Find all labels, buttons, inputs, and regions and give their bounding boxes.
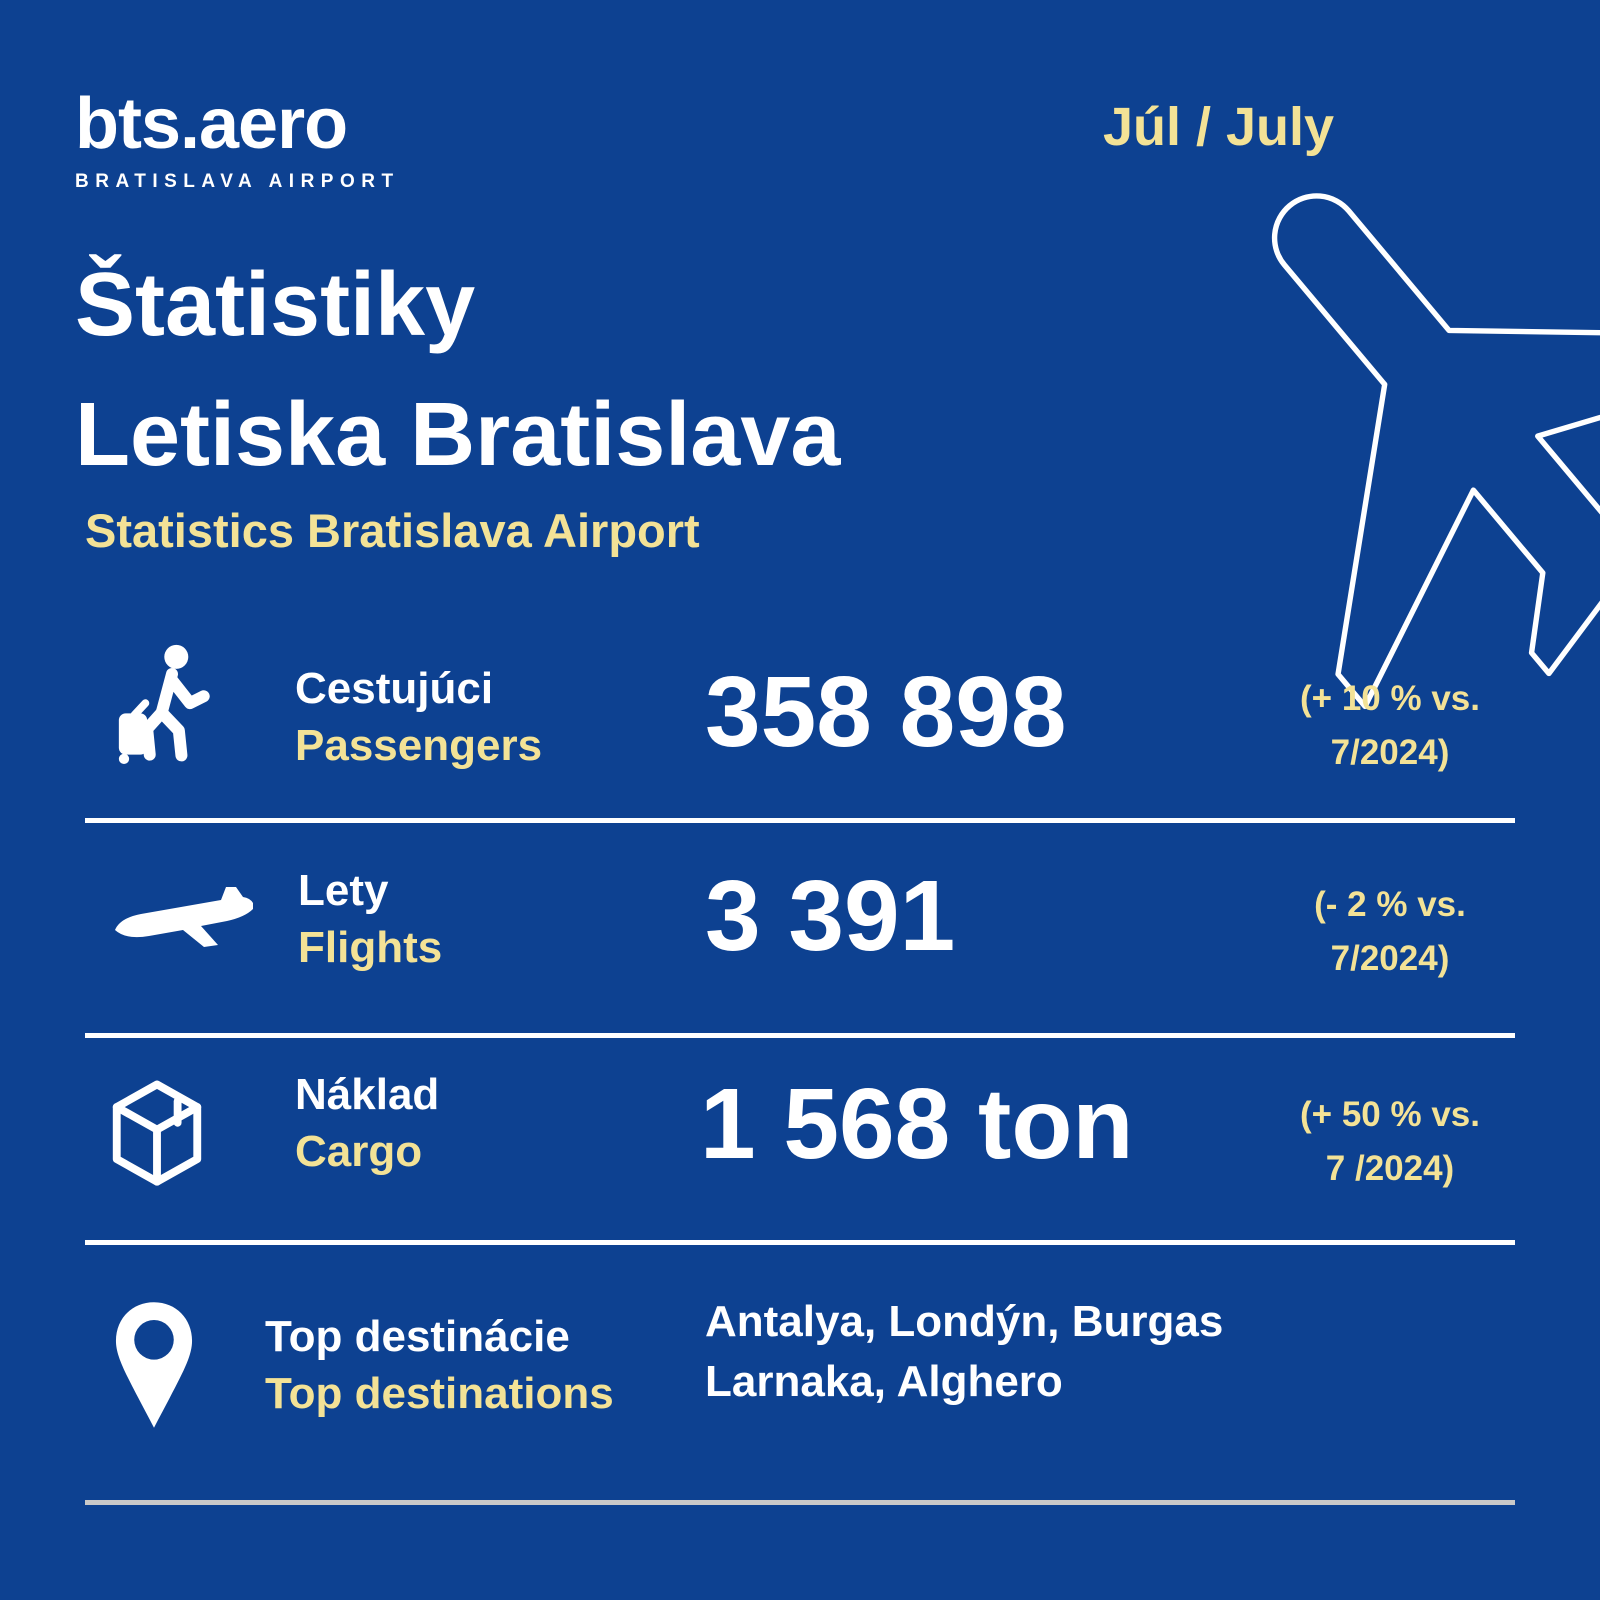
- airplane-outline-icon: [1271, 193, 1600, 710]
- cargo-delta-line1: (+ 50 % vs.: [1300, 1095, 1480, 1134]
- passengers-delta: (+ 10 % vs. 7/2024): [1280, 672, 1500, 780]
- cargo-value: 1 568 ton: [700, 1068, 1134, 1180]
- label-passengers-sk: Cestujúci: [295, 664, 494, 713]
- passengers-delta-line2: 7/2024): [1330, 733, 1450, 772]
- cargo-delta-line2: 7 /2024): [1325, 1149, 1455, 1188]
- label-cargo-en: Cargo: [295, 1127, 423, 1176]
- divider: [85, 1033, 1515, 1038]
- airplane-outline-decoration: [1017, 0, 1600, 808]
- page-subtitle: Statistics Bratislava Airport: [85, 504, 700, 557]
- flights-value: 3 391: [705, 860, 956, 972]
- plane-icon: [105, 882, 260, 982]
- divider-bottom: [85, 1500, 1515, 1505]
- passengers-delta-line1: (+ 10 % vs.: [1300, 679, 1480, 718]
- logo-text: bts.aero: [75, 84, 348, 164]
- flights-delta-line1: (- 2 % vs.: [1314, 885, 1466, 924]
- destinations-line2: Larnaka, Alghero: [705, 1357, 1063, 1406]
- stat-row-flights: Lety Flights: [298, 862, 442, 976]
- stat-row-destinations: Top destinácie Top destinations: [265, 1308, 614, 1422]
- cargo-delta: (+ 50 % vs. 7 /2024): [1280, 1088, 1500, 1196]
- label-destinations-sk: Top destinácie: [265, 1312, 570, 1361]
- stat-row-passengers: Cestujúci Passengers: [295, 660, 542, 774]
- passenger-icon: [100, 623, 220, 773]
- divider: [85, 818, 1515, 823]
- label-flights-en: Flights: [298, 923, 443, 972]
- label-cargo-sk: Náklad: [295, 1070, 440, 1119]
- logo: bts.aero BRATISLAVA AIRPORT: [75, 88, 400, 193]
- destinations-line1: Antalya, Londýn, Burgas: [705, 1297, 1224, 1346]
- month-label: Júl / July: [1103, 97, 1335, 157]
- label-destinations-en: Top destinations: [265, 1369, 614, 1418]
- location-pin-icon: [112, 1298, 196, 1434]
- flights-delta-line2: 7/2024): [1330, 939, 1450, 978]
- title-line-1: Štatistiky: [75, 255, 476, 355]
- logo-subtitle: BRATISLAVA AIRPORT: [75, 171, 400, 192]
- flights-delta: (- 2 % vs. 7/2024): [1280, 878, 1500, 986]
- destinations-value: Antalya, Londýn, Burgas Larnaka, Alghero: [705, 1292, 1223, 1412]
- cargo-box-icon: [103, 1072, 211, 1202]
- title-line-2: Letiska Bratislava: [75, 385, 841, 485]
- page-title: Štatistiky Letiska Bratislava: [75, 240, 840, 500]
- passengers-value: 358 898: [705, 656, 1067, 768]
- label-flights-sk: Lety: [298, 866, 389, 915]
- stat-row-cargo: Náklad Cargo: [295, 1066, 439, 1180]
- divider: [85, 1240, 1515, 1245]
- label-passengers-en: Passengers: [295, 721, 543, 770]
